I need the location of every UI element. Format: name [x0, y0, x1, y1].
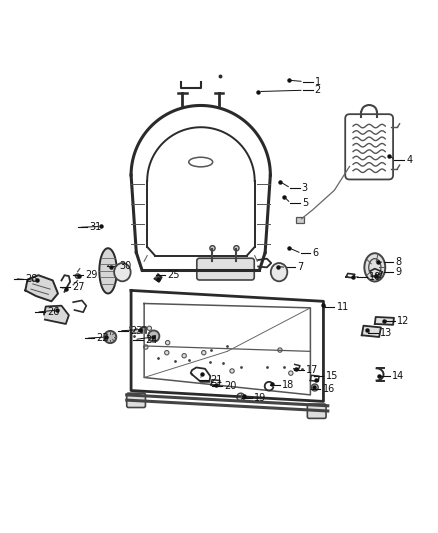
Text: 25: 25 — [168, 270, 180, 280]
Circle shape — [278, 348, 282, 352]
Text: 11: 11 — [336, 302, 349, 312]
Text: 9: 9 — [395, 266, 401, 277]
Text: 16: 16 — [322, 384, 335, 394]
Text: 4: 4 — [406, 155, 412, 165]
FancyBboxPatch shape — [197, 258, 254, 280]
Polygon shape — [25, 275, 58, 301]
Text: 24: 24 — [145, 335, 157, 345]
Circle shape — [311, 384, 318, 391]
Polygon shape — [44, 305, 69, 324]
Polygon shape — [375, 317, 394, 325]
Text: 30: 30 — [119, 261, 131, 271]
Text: 26: 26 — [47, 307, 60, 317]
Circle shape — [237, 393, 245, 401]
Text: 17: 17 — [306, 365, 318, 375]
FancyBboxPatch shape — [127, 393, 145, 408]
Text: 19: 19 — [254, 393, 266, 403]
Circle shape — [144, 345, 148, 349]
Circle shape — [182, 353, 186, 358]
Text: 22: 22 — [96, 333, 109, 343]
Ellipse shape — [364, 253, 385, 281]
Circle shape — [210, 246, 215, 251]
Circle shape — [201, 351, 206, 355]
Text: 12: 12 — [397, 316, 410, 326]
Text: 10: 10 — [369, 272, 381, 282]
Circle shape — [166, 341, 170, 345]
Text: 3: 3 — [302, 183, 308, 193]
Ellipse shape — [271, 263, 287, 281]
Circle shape — [75, 274, 80, 278]
Text: 27: 27 — [72, 282, 85, 293]
Circle shape — [230, 369, 234, 373]
Ellipse shape — [114, 263, 131, 281]
Circle shape — [165, 351, 169, 355]
Text: 6: 6 — [313, 248, 319, 259]
Text: 7: 7 — [297, 262, 304, 272]
Circle shape — [147, 326, 152, 330]
Text: 23: 23 — [130, 326, 142, 336]
Circle shape — [289, 371, 293, 375]
Text: 28: 28 — [25, 273, 38, 284]
Text: 5: 5 — [302, 198, 308, 208]
Text: 14: 14 — [392, 371, 404, 381]
Circle shape — [134, 329, 138, 333]
Bar — [297, 217, 304, 223]
Polygon shape — [155, 274, 162, 282]
Text: 15: 15 — [325, 371, 338, 381]
Circle shape — [234, 246, 239, 251]
Text: 20: 20 — [224, 381, 237, 391]
Text: 8: 8 — [395, 257, 401, 267]
Polygon shape — [99, 248, 117, 294]
Circle shape — [104, 331, 116, 343]
Polygon shape — [362, 326, 381, 337]
Circle shape — [148, 330, 159, 342]
FancyBboxPatch shape — [307, 404, 326, 418]
Text: 29: 29 — [85, 270, 97, 280]
Text: 31: 31 — [89, 222, 102, 232]
Text: 13: 13 — [380, 328, 392, 337]
Text: 21: 21 — [210, 375, 223, 385]
Text: 18: 18 — [282, 380, 294, 390]
Text: 2: 2 — [315, 85, 321, 95]
Text: 1: 1 — [315, 77, 321, 86]
